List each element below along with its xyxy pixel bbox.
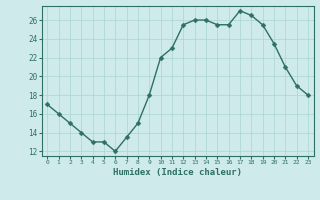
X-axis label: Humidex (Indice chaleur): Humidex (Indice chaleur) (113, 168, 242, 177)
